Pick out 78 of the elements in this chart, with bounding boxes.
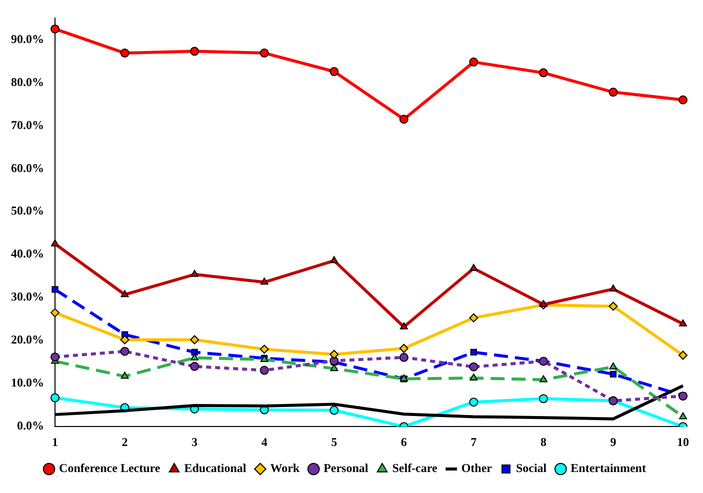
legend-label: Personal xyxy=(324,461,369,476)
x-tick-label: 3 xyxy=(192,434,198,449)
point xyxy=(538,394,548,404)
point xyxy=(330,356,339,366)
point xyxy=(120,48,130,58)
point xyxy=(330,406,339,415)
y-tick-label: 20.0% xyxy=(11,332,44,347)
point xyxy=(190,362,200,371)
point xyxy=(330,350,339,359)
point xyxy=(260,48,269,58)
legend-label: Conference Lecture xyxy=(59,461,161,476)
point xyxy=(469,362,478,372)
point xyxy=(539,375,548,382)
point xyxy=(609,362,618,370)
point xyxy=(260,278,268,285)
x-tick-label: 8 xyxy=(540,434,546,449)
point xyxy=(120,290,129,298)
y-tick-label: 40.0% xyxy=(11,246,44,261)
point xyxy=(50,352,60,362)
point xyxy=(608,88,618,97)
point xyxy=(470,348,477,356)
x-tick-label: 4 xyxy=(261,434,268,449)
x-tick-label: 5 xyxy=(331,434,338,449)
point xyxy=(330,67,339,76)
point xyxy=(190,335,200,344)
legend-label: Social xyxy=(516,461,548,476)
legend-label: Work xyxy=(270,461,300,476)
point xyxy=(190,353,199,360)
point xyxy=(260,344,269,354)
point xyxy=(539,300,548,308)
point xyxy=(260,366,269,375)
point xyxy=(120,372,129,379)
y-tick-label: 70.0% xyxy=(11,118,44,132)
point xyxy=(470,374,478,381)
x-tick-label: 6 xyxy=(400,434,407,449)
legend-label: Self-care xyxy=(392,461,438,476)
legend-label: Educational xyxy=(184,461,247,476)
y-tick-label: 30.0% xyxy=(11,290,44,304)
point xyxy=(470,264,478,271)
point xyxy=(399,114,408,124)
point xyxy=(330,256,338,264)
point xyxy=(50,393,60,402)
point xyxy=(538,68,548,78)
y-tick-label: 80.0% xyxy=(11,74,44,89)
point xyxy=(679,319,687,326)
point xyxy=(399,352,408,362)
point xyxy=(610,370,617,378)
point xyxy=(50,24,60,34)
point xyxy=(120,346,130,356)
y-tick-label: 90.0% xyxy=(11,32,44,46)
y-tick-label: 60.0% xyxy=(11,160,44,175)
point xyxy=(399,344,408,353)
point xyxy=(609,284,618,292)
y-tick-label: 0.0% xyxy=(17,418,44,433)
point xyxy=(190,46,200,56)
point xyxy=(469,58,478,67)
point xyxy=(51,239,59,246)
point xyxy=(191,348,198,356)
legend-label: Entertainment xyxy=(570,461,646,476)
point xyxy=(678,95,688,104)
point xyxy=(608,302,618,311)
y-tick-label: 50.0% xyxy=(11,204,44,218)
legend-label: Other xyxy=(461,461,493,476)
x-tick-label: 9 xyxy=(610,434,616,449)
point xyxy=(469,398,478,407)
point xyxy=(50,308,60,318)
x-tick-label: 2 xyxy=(122,434,128,449)
point xyxy=(190,270,199,277)
point xyxy=(679,412,687,420)
x-tick-label: 10 xyxy=(677,434,689,449)
x-tick-label: 7 xyxy=(470,434,477,449)
point xyxy=(400,322,408,330)
point xyxy=(469,313,478,322)
point xyxy=(678,350,688,360)
point xyxy=(52,286,58,293)
point xyxy=(120,335,130,344)
y-tick-label: 10.0% xyxy=(11,376,44,390)
x-tick-label: 1 xyxy=(52,434,58,449)
